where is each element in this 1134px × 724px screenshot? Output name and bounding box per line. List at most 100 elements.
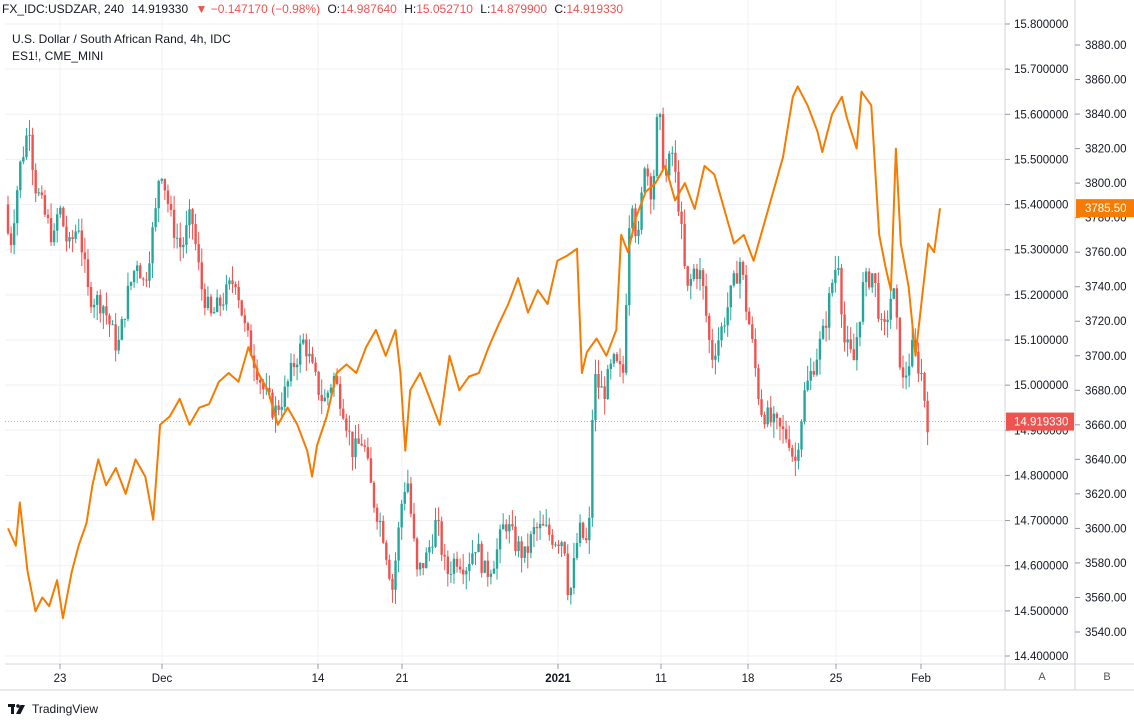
candle-body: [160, 178, 163, 181]
candle-body: [400, 503, 403, 528]
candle-body: [763, 414, 766, 425]
last-price-badge: [1006, 412, 1074, 431]
candle-body: [658, 114, 662, 118]
candle-body: [317, 371, 320, 395]
candle-body: [258, 379, 262, 383]
candle-body: [111, 324, 114, 326]
candle-body: [9, 233, 13, 245]
candle-body: [185, 225, 188, 245]
candle-body: [738, 261, 742, 284]
brand-name[interactable]: TradingView: [32, 702, 99, 716]
candle-body: [175, 237, 179, 239]
candle-body: [37, 192, 40, 194]
left-tick-label: 15.500000: [1014, 154, 1068, 166]
candle-body: [163, 178, 167, 191]
candle-body: [911, 340, 914, 367]
candle-body: [794, 456, 797, 461]
left-tick-label: 15.700000: [1014, 64, 1068, 76]
candle-body: [323, 397, 326, 402]
candle-body: [468, 563, 471, 571]
candle-body: [412, 513, 416, 539]
candle-body: [409, 483, 413, 514]
last-price: 14.919330: [131, 2, 189, 16]
candle-body: [695, 268, 699, 279]
grid: [0, 0, 1134, 691]
candle-body: [237, 287, 240, 301]
candle-body: [268, 388, 271, 393]
candle-body: [861, 282, 865, 322]
candle-body: [151, 227, 154, 264]
candle-body: [354, 438, 357, 458]
candle-body: [74, 231, 77, 239]
candle-body: [812, 371, 816, 375]
candle-body: [477, 543, 480, 553]
candle-body: [708, 315, 711, 340]
candle-body: [415, 538, 419, 570]
candle-body: [28, 134, 31, 136]
candle-body: [461, 569, 465, 575]
candle-body: [388, 559, 391, 579]
candle-body: [907, 366, 911, 376]
price-change: ▼ −0.147170 (−0.98%): [195, 2, 321, 16]
candle-body: [637, 229, 640, 237]
candle-body: [520, 541, 523, 558]
candle-body: [428, 547, 431, 553]
right-tick-label: 3620.00: [1085, 489, 1127, 501]
candle-body: [126, 285, 130, 319]
chart-legend-title[interactable]: U.S. Dollar / South African Rand, 4h, ID…: [12, 32, 231, 46]
candle-body: [443, 554, 446, 557]
candle-body: [391, 578, 394, 590]
candle-body: [560, 542, 563, 547]
candle-body: [855, 337, 859, 361]
x-tick-label: 21: [396, 673, 409, 685]
candle-body: [843, 314, 846, 343]
candle-body: [148, 263, 151, 281]
candle-body: [778, 418, 782, 427]
price-axis-es[interactable]: 3880.003860.003840.003820.003800.003780.…: [1075, 40, 1134, 639]
candle-body: [154, 208, 157, 228]
candle-body: [809, 371, 812, 381]
candle-body: [495, 549, 499, 569]
candle-body: [874, 273, 877, 283]
left-tick-label: 15.800000: [1014, 19, 1068, 31]
candle-body: [452, 558, 456, 574]
candle-body: [508, 524, 511, 532]
left-tick-label: 14.800000: [1014, 470, 1068, 482]
candle-body: [769, 407, 772, 423]
candle-body: [145, 279, 148, 281]
candle-body: [824, 325, 828, 328]
chart-legend-overlay[interactable]: ES1!, CME_MINI: [12, 49, 104, 63]
candle-body: [609, 363, 613, 370]
auto-scale-button[interactable]: A: [1038, 671, 1046, 683]
candle-body: [714, 355, 717, 360]
x-tick-label: 25: [830, 673, 843, 685]
x-tick-label: 2021: [545, 673, 571, 685]
candle-body: [326, 392, 330, 398]
candle-body: [726, 307, 729, 326]
x-tick-label: 18: [742, 673, 755, 685]
right-tick-label: 3560.00: [1085, 592, 1127, 604]
candle-body: [240, 300, 243, 316]
candle-body: [372, 482, 376, 508]
candle-body: [197, 244, 200, 263]
candle-body: [6, 204, 10, 234]
candle-body: [923, 373, 926, 401]
candle-body: [729, 285, 732, 308]
candle-body: [849, 339, 852, 350]
time-axis[interactable]: 23 Dec 14 21 2021 11 18 25 Feb: [54, 664, 931, 685]
candle-body: [501, 524, 505, 530]
x-tick-label: 11: [655, 673, 667, 685]
candle-body: [77, 230, 80, 232]
candle-body: [188, 209, 191, 226]
candle-body: [631, 208, 634, 229]
symbol-name[interactable]: FX_IDC:USDZAR, 240: [2, 2, 125, 16]
candle-body: [117, 339, 120, 351]
price-axis-usdzar[interactable]: 15.800000 15.700000 15.600000 15.500000 15.4…: [1005, 19, 1074, 663]
candle-body: [289, 362, 293, 382]
candle-body: [157, 180, 160, 209]
candle-body: [243, 315, 247, 324]
candle-body: [132, 270, 136, 283]
candle-body: [99, 294, 102, 314]
scale-b-button[interactable]: B: [1103, 671, 1111, 683]
